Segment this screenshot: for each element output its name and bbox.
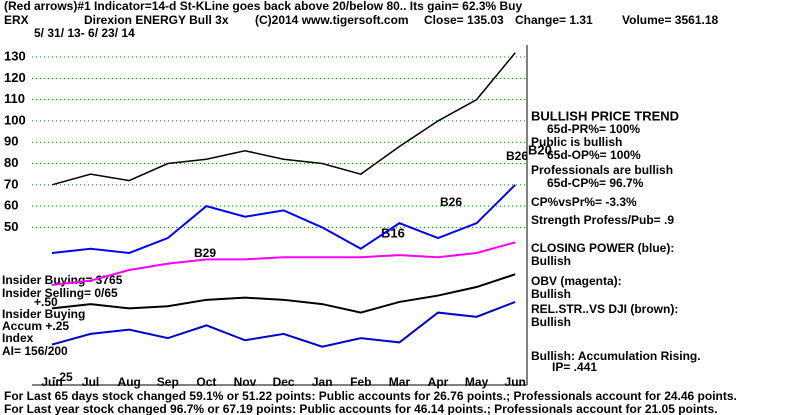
annotation: Bullish: Accumulation Rising. bbox=[531, 349, 701, 363]
close: Close= 135.03 bbox=[424, 13, 504, 27]
annotation: Insider Buying= 3765 bbox=[2, 273, 123, 287]
legend-label: REL.STR..VS DJI (brown): bbox=[531, 302, 678, 316]
series-line bbox=[51, 241, 516, 286]
x-tick-label: Jun bbox=[41, 375, 62, 389]
annotation: Insider Buying bbox=[2, 307, 85, 321]
signal: B29 bbox=[194, 246, 216, 260]
signal: B26 bbox=[506, 149, 528, 163]
series-line bbox=[51, 184, 516, 254]
x-tick-label: Jul bbox=[82, 375, 99, 389]
series-line bbox=[51, 301, 516, 348]
annotation: BULLISH PRICE TREND bbox=[531, 108, 679, 123]
series-line bbox=[51, 273, 516, 314]
x-tick-label: Nov bbox=[234, 375, 257, 389]
annotation: Strength Profess/Pub= .9 bbox=[531, 213, 674, 227]
date-range: 5/ 31/ 13- 6/ 23/ 14 bbox=[34, 26, 135, 40]
x-tick-label: Mar bbox=[389, 375, 411, 389]
y-tick-label: 120 bbox=[4, 70, 26, 85]
y-tick-label: 80 bbox=[4, 155, 18, 170]
footer: For Last 65 days stock changed 59.1% or … bbox=[4, 389, 737, 403]
annotation: 65d-PR%= 100% bbox=[547, 122, 640, 136]
x-tick-label: Apr bbox=[428, 375, 449, 389]
series-line bbox=[51, 52, 516, 186]
annotation: Bullish bbox=[531, 254, 571, 268]
volume: Volume= 3561.18 bbox=[622, 13, 718, 27]
x-tick-label: Dec bbox=[273, 375, 295, 389]
annotation: Bullish bbox=[531, 315, 571, 329]
annotation: Index bbox=[2, 331, 34, 345]
annotation: AI= 156/200 bbox=[2, 344, 68, 358]
annotation: CP%vsPr%= -3.3% bbox=[531, 195, 637, 209]
y-tick-label: 130 bbox=[4, 48, 26, 63]
source: (C)2014 www.tigersoft.com bbox=[255, 13, 409, 27]
annotation: Accum +.25 bbox=[2, 319, 69, 333]
x-tick-label: Aug bbox=[118, 375, 141, 389]
annotation: +.50 bbox=[34, 295, 58, 309]
annotation: Public is bullish bbox=[531, 135, 622, 149]
y-tick-label: 70 bbox=[4, 176, 18, 191]
annotation: 65d-OP%= 100% bbox=[547, 148, 641, 162]
chart-title: (Red arrows)#1 Indicator=14-d St-KLine g… bbox=[4, 0, 522, 13]
y-tick-label: 100 bbox=[4, 112, 26, 127]
x-tick-label: Feb bbox=[350, 375, 371, 389]
annotation: -.25 bbox=[52, 370, 73, 384]
x-tick-label: Jan bbox=[312, 375, 333, 389]
signal: B20 bbox=[528, 142, 552, 157]
change: Change= 1.31 bbox=[515, 13, 593, 27]
legend-label: CLOSING POWER (blue): bbox=[531, 241, 674, 255]
y-tick-label: 50 bbox=[4, 219, 18, 234]
annotation: 65d-CP%= 96.7% bbox=[547, 176, 644, 190]
ticker: ERX bbox=[4, 13, 29, 27]
x-tick-label: Oct bbox=[196, 375, 216, 389]
signal: B16 bbox=[381, 225, 405, 240]
y-tick-label: 90 bbox=[4, 134, 18, 149]
annotation: Professionals are bullish bbox=[531, 163, 673, 177]
footer: For Last year stock changed 96.7% or 67.… bbox=[4, 402, 718, 415]
y-tick-label: 110 bbox=[4, 91, 25, 106]
signal: B26 bbox=[440, 195, 462, 209]
annotation: Bullish bbox=[531, 287, 571, 301]
x-tick-label: May bbox=[465, 375, 489, 389]
y-tick-label: 60 bbox=[4, 198, 18, 213]
annotation: Insider Selling= 0/65 bbox=[2, 286, 118, 300]
x-tick-label: Jun bbox=[505, 375, 526, 389]
subtitle: Direxion ENERGY Bull 3x bbox=[84, 13, 229, 27]
x-tick-label: Sep bbox=[157, 375, 179, 389]
annotation: IP= .441 bbox=[552, 360, 597, 374]
legend-label: OBV (magenta): bbox=[531, 274, 622, 288]
